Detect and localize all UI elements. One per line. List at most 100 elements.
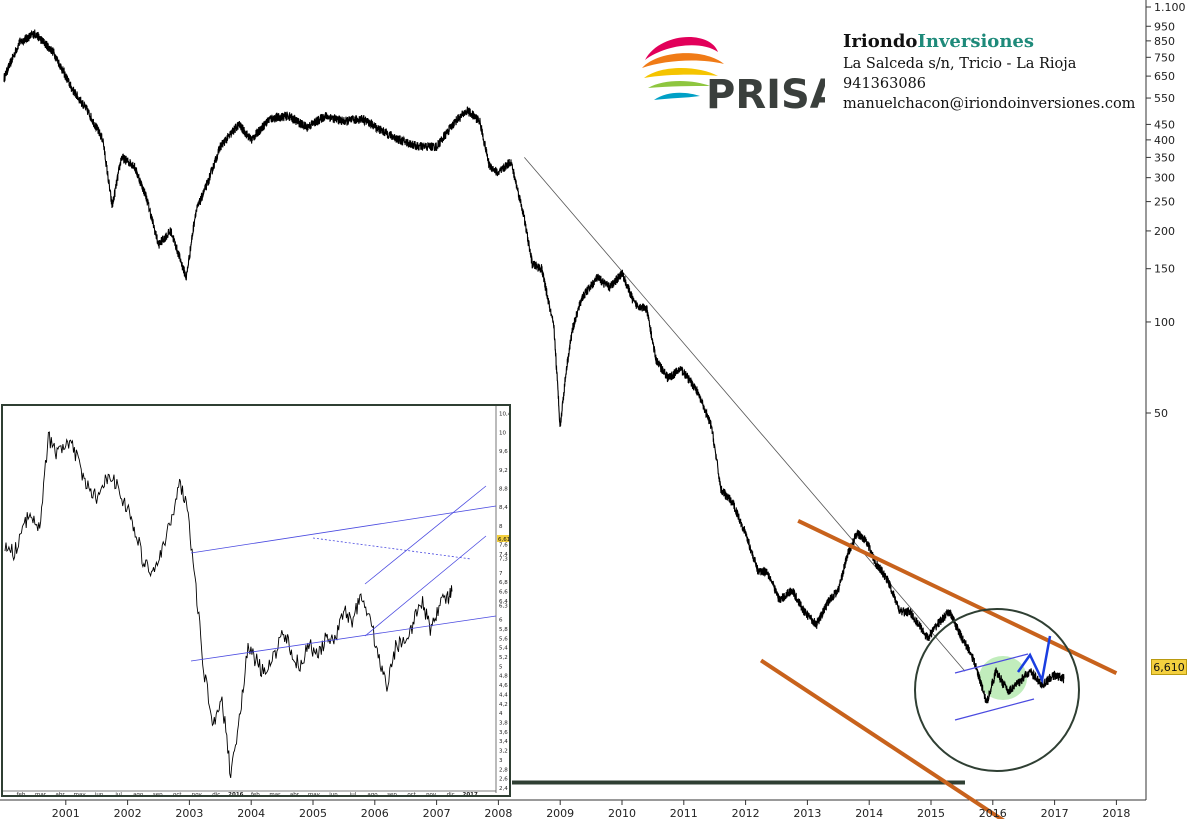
inset-dotted-line [312, 537, 472, 560]
brand-part2: Inversiones [917, 31, 1034, 52]
prisa-logo: PRISA [642, 37, 825, 116]
y-tick-label: 150 [1154, 263, 1175, 276]
inset-y-tick-label: 3,4 [499, 739, 508, 745]
inset-x-tick-label: feb [251, 792, 260, 795]
inset-x-tick-label: ago [367, 792, 378, 795]
inset-y-tick-label: 4,2 [499, 702, 508, 708]
inset-y-tick-label: 10,4 [499, 412, 509, 418]
highlight-blob [979, 656, 1027, 700]
inset-y-tick-label: 3,2 [499, 749, 508, 755]
y-tick-label: 50 [1154, 407, 1168, 420]
inset-x-tick-label: jul [114, 792, 122, 795]
inset-x-tick-label: jul [349, 792, 357, 795]
inset-y-tick-label: 4,8 [499, 674, 508, 680]
inset-x-tick-label: may [308, 792, 321, 795]
x-tick-label: 2006 [361, 807, 389, 819]
inset-x-tick-label: ago [133, 792, 144, 795]
inset-x-tick-label: sep [153, 792, 163, 795]
annotation-overlay [759, 519, 1118, 819]
price-series [3, 29, 1065, 704]
inset-y-tick-label: 6,4 [499, 599, 508, 605]
y-tick-label: 450 [1154, 118, 1175, 131]
inset-y-tick-label: 7,6 [499, 543, 508, 549]
inset-y-tick-label: 2,6 [499, 777, 508, 783]
x-tick-label: 2003 [175, 807, 203, 819]
y-tick-label: 750 [1154, 51, 1175, 64]
inset-y-tick-label: 6,3 [499, 604, 508, 610]
inset-y-tick-label: 3 [499, 758, 503, 764]
inset-x-tick-label: may [74, 792, 87, 795]
x-tick-label: 2011 [670, 807, 698, 819]
price-line [3, 29, 1065, 704]
inset-x-tick-label: mar [35, 792, 47, 795]
brand-part1: Iriondo [843, 31, 918, 52]
inset-x-tick-label: abr [55, 792, 65, 795]
x-axis: 2001 2002 2003 2004 2005 2006 2007 2008 2009 2010… [52, 800, 1130, 819]
x-tick-label: 2002 [114, 807, 142, 819]
y-tick-label: 550 [1154, 92, 1175, 105]
short-channel-lower [954, 698, 1035, 721]
y-axis: 1.100 950 850 750 650 550 450 400 350 300 250 200 15… [1146, 1, 1186, 420]
inset-y-tick-label: 7,3 [499, 557, 508, 563]
upper-channel-line [797, 519, 1118, 675]
inset-y-tick-label: 3,6 [499, 730, 508, 736]
inset-x-tick-label: feb [17, 792, 26, 795]
address: La Salceda s/n, Tricio - La Rioja [843, 56, 1077, 72]
inset-y-tick-label: 6 [499, 618, 503, 624]
x-tick-label: 2001 [52, 807, 80, 819]
inset-y-tick-label: 8,8 [499, 487, 508, 493]
lower-channel-line [759, 658, 1005, 819]
inset-y-tick-label: 6,6 [499, 589, 508, 595]
inset-price-line [4, 431, 453, 779]
x-tick-label: 2017 [1041, 807, 1069, 819]
inset-x-tick-label: nov [192, 792, 203, 795]
inset-x-tick-label: 2017 [463, 792, 478, 795]
inset-y-tick-label: 10 [499, 430, 506, 436]
y-tick-label: 300 [1154, 172, 1175, 185]
inset-y-tick-label: 7,4 [499, 552, 508, 558]
inset-x-tick-label: dic [212, 792, 220, 795]
annotation-layer [512, 157, 1027, 785]
inset-y-tick-label: 9,6 [499, 449, 508, 455]
axis-frame [0, 0, 1147, 801]
phone: 941363086 [843, 76, 927, 92]
x-tick-label: 2018 [1102, 807, 1130, 819]
y-tick-label: 950 [1154, 20, 1175, 33]
inset-x-tick-label: jun [94, 792, 104, 795]
x-tick-label: 2012 [732, 807, 760, 819]
x-tick-label: 2010 [608, 807, 636, 819]
inset-x-tick-label: abr [290, 792, 300, 795]
inset-x-tick-label: jun [328, 792, 338, 795]
inset-y-tick-label: 2,4 [499, 786, 508, 792]
contact-info: IriondoInversiones La Salceda s/n, Trici… [843, 30, 1135, 114]
inset-y-tick-label: 8 [499, 524, 503, 530]
long-downtrend-line [524, 157, 966, 672]
inset-y-tick-label: 4 [499, 711, 503, 717]
brand-name: IriondoInversiones [843, 30, 1135, 54]
inset-lower-channel [190, 615, 497, 662]
x-tick-label: 2014 [855, 807, 883, 819]
inset-y-tick-label: 2,8 [499, 767, 508, 773]
inset-y-tick-label: 4,4 [499, 692, 508, 698]
inset-x-tick-label: oct [407, 792, 416, 795]
y-tick-label: 1.100 [1154, 1, 1186, 14]
header-block: PRISA IriondoInversiones La Salceda s/n,… [640, 30, 1135, 120]
y-tick-label: 100 [1154, 316, 1175, 329]
inset-chart: 10,4109,69,28,88,487,67,47,376,86,66,46,… [3, 406, 514, 798]
inset-y-tick-label: 5,8 [499, 627, 508, 633]
x-tick-label: 2004 [237, 807, 265, 819]
x-tick-label: 2013 [793, 807, 821, 819]
y-tick-label: 650 [1154, 70, 1175, 83]
highlight-circle [914, 608, 1080, 772]
inset-y-tick-label: 5,2 [499, 655, 508, 661]
inset-x-tick-label: nov [426, 792, 437, 795]
x-tick-label: 2015 [917, 807, 945, 819]
inset-y-tick-label: 5,4 [499, 646, 508, 652]
y-tick-label: 850 [1154, 35, 1175, 48]
inset-y-tick-label: 7 [499, 571, 503, 577]
inset-price-tag-text: 6,610 [498, 537, 509, 543]
y-tick-label: 350 [1154, 151, 1175, 164]
short-channel-upper [954, 653, 1029, 674]
inset-y-tick-label: 9,2 [499, 468, 508, 474]
